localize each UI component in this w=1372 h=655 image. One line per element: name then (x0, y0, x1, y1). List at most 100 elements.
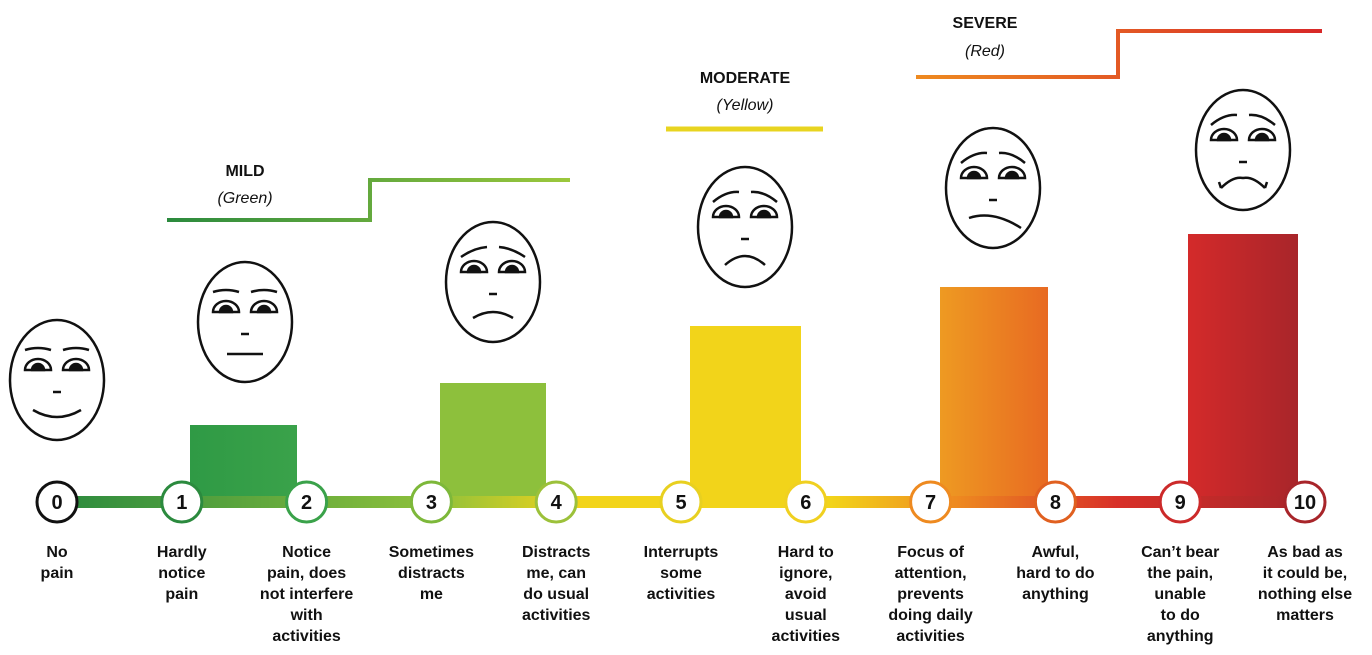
brow (960, 151, 988, 164)
level-description: pain (41, 565, 74, 582)
level-circle (534, 480, 578, 524)
brow (1210, 113, 1238, 126)
pupil (1216, 132, 1232, 142)
pupil (718, 209, 734, 219)
group-name: SEVERE (953, 15, 1018, 32)
level-number: 8 (1050, 492, 1061, 514)
level-description: nothing else (1258, 586, 1352, 603)
face-outline (196, 260, 294, 384)
mouth (32, 408, 82, 419)
pupil (30, 362, 46, 372)
group-name: MILD (225, 163, 264, 180)
level-description: No (46, 544, 68, 561)
pupil (1004, 170, 1020, 180)
eye (211, 299, 241, 314)
pupil (504, 264, 520, 274)
level-description: activities (647, 586, 716, 603)
eye (497, 259, 527, 274)
level-description: not interfere (260, 586, 353, 603)
level-description: activities (522, 607, 591, 624)
eye (997, 165, 1027, 180)
eye (1209, 127, 1239, 142)
level-description: unable (1154, 586, 1206, 603)
brow (1248, 113, 1276, 126)
level-description: activities (772, 628, 841, 645)
face-outline (696, 165, 794, 289)
severe-line (916, 29, 1322, 79)
level-description: doing daily (888, 607, 973, 624)
level-number: 9 (1175, 492, 1186, 514)
level-circle (1033, 480, 1077, 524)
level-description: distracts (398, 565, 465, 582)
face-outline (8, 318, 106, 442)
level-number: 2 (301, 492, 312, 514)
level-description: Hardly (157, 544, 207, 561)
pupil (68, 362, 84, 372)
eye (959, 165, 989, 180)
eye (459, 259, 489, 274)
level-description: hard to do (1016, 565, 1094, 582)
pupil (218, 304, 234, 314)
level-description: Distracts (522, 544, 591, 561)
face (8, 318, 106, 442)
level-description: ignore, (779, 565, 832, 582)
eye (1247, 127, 1277, 142)
face (444, 220, 542, 344)
level-description: attention, (895, 565, 967, 582)
level-number: 6 (800, 492, 811, 514)
pupil (756, 209, 772, 219)
level-number: 0 (51, 492, 62, 514)
group-color: (Red) (965, 43, 1005, 60)
level-circle (1158, 480, 1202, 524)
level-description: notice (158, 565, 205, 582)
brow (750, 190, 778, 203)
level-number: 5 (675, 492, 686, 514)
level-number: 3 (426, 492, 437, 514)
face (196, 260, 294, 384)
pupil (1254, 132, 1270, 142)
level-description: me, can (526, 565, 586, 582)
level-description: Can’t bear (1141, 544, 1219, 561)
level-description: with (290, 607, 323, 624)
brow (460, 245, 488, 259)
level-description: prevents (897, 586, 964, 603)
level-description: avoid (785, 586, 827, 603)
face-outline (1194, 88, 1292, 212)
level-circle (1283, 480, 1327, 524)
mouth (1217, 176, 1269, 189)
group-color: (Green) (217, 190, 272, 207)
level-description: do usual (523, 586, 589, 603)
bar (440, 383, 546, 496)
bar (690, 326, 801, 496)
brow (498, 245, 526, 259)
brow (250, 288, 278, 294)
level-number: 7 (925, 492, 936, 514)
bar (1188, 234, 1298, 496)
level-circle (784, 480, 828, 524)
mouth (472, 310, 514, 320)
mild-line (167, 178, 570, 222)
pupil (966, 170, 982, 180)
eye (749, 204, 779, 219)
level-description: Sometimes (389, 544, 474, 561)
level-description: As bad as (1267, 544, 1343, 561)
brow (62, 346, 90, 352)
level-description: it could be, (1263, 565, 1347, 582)
level-circle (285, 480, 329, 524)
eye (249, 299, 279, 314)
pupil (256, 304, 272, 314)
brow (998, 151, 1026, 164)
level-circle (160, 480, 204, 524)
level-description: matters (1276, 607, 1334, 624)
level-description: Focus of (897, 544, 964, 561)
level-description: some (660, 565, 702, 582)
level-description: usual (785, 607, 827, 624)
level-description: pain, does (267, 565, 346, 582)
brow (712, 190, 740, 203)
face-outline (944, 126, 1042, 250)
level-description: Hard to (778, 544, 834, 561)
level-description: Awful, (1032, 544, 1080, 561)
level-description: anything (1022, 586, 1089, 603)
face (944, 126, 1042, 250)
